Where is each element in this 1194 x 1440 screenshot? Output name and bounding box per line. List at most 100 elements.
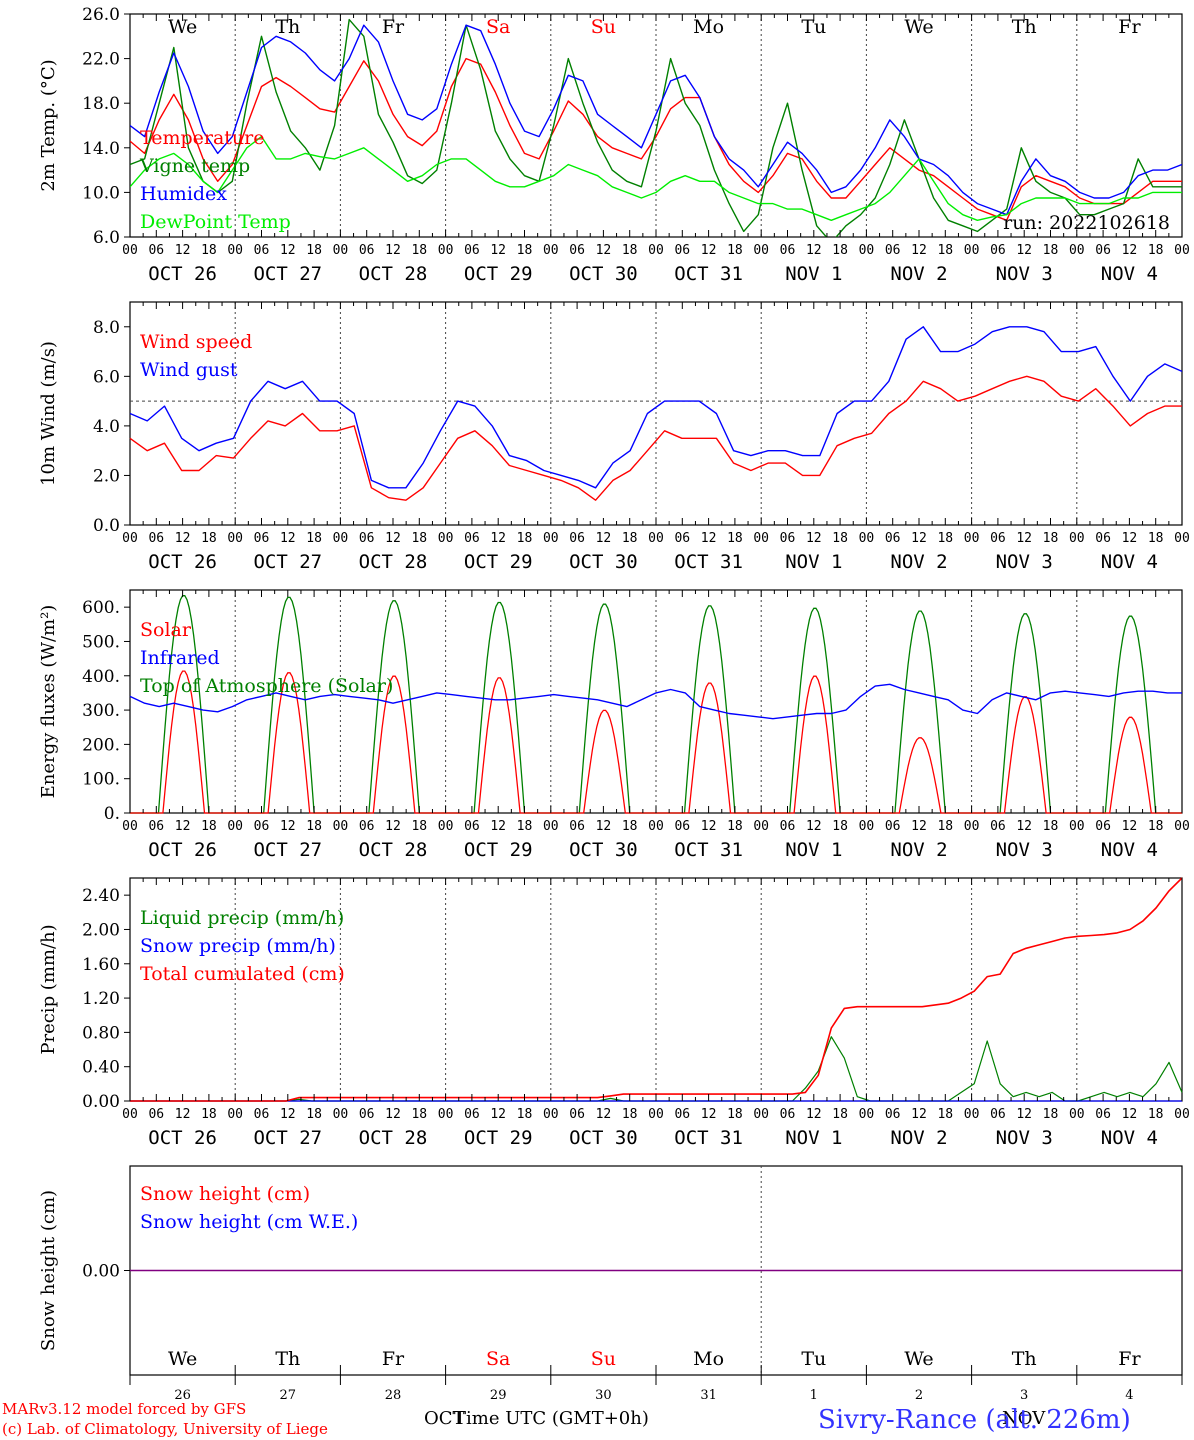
hour-tick-label: 06 <box>780 531 796 546</box>
hour-tick-label: 00 <box>964 819 980 834</box>
hour-tick-label: 12 <box>701 531 717 546</box>
hour-tick-label: 12 <box>911 819 927 834</box>
hour-tick-label: 06 <box>254 819 270 834</box>
hour-tick-label: 18 <box>622 243 638 258</box>
y-tick-label: 4.0 <box>93 417 120 437</box>
panel-wind: 10m Wind (m/s) 0.0 2.0 4.0 6.0 8.0 00 06 12 18 00 0… <box>38 301 1190 573</box>
hour-tick-label: 00 <box>227 819 243 834</box>
weekday-label: Th <box>275 1348 300 1370</box>
hour-tick-label: 12 <box>806 1107 822 1122</box>
weekday-label: Su <box>591 16 616 38</box>
date-tick-label: NOV 3 <box>996 1127 1053 1149</box>
hour-tick-label: 06 <box>990 531 1006 546</box>
hour-tick-label: 06 <box>569 819 585 834</box>
hour-tick-label: 06 <box>464 243 480 258</box>
panel-precip: Precip (mm/h) 0.00 0.40 0.80 1.20 1.60 2.00 2.4… <box>38 877 1190 1149</box>
hour-tick-label: 00 <box>964 531 980 546</box>
hour-tick-label: 06 <box>569 243 585 258</box>
weekday-label: Sa <box>486 1348 510 1370</box>
hour-tick-label: 00 <box>543 819 559 834</box>
hour-tick-label: 12 <box>1016 1107 1032 1122</box>
hour-tick-label: 00 <box>122 1107 138 1122</box>
hour-tick-label: 00 <box>648 1107 664 1122</box>
date-tick-label: NOV 2 <box>890 839 947 861</box>
hour-tick-label: 06 <box>990 243 1006 258</box>
hour-tick-label: 12 <box>911 243 927 258</box>
legend-snow-height-cm-: Snow height (cm) <box>140 1183 310 1205</box>
hour-tick-label: 00 <box>543 1107 559 1122</box>
y-tick-label: 300. <box>82 701 120 721</box>
hour-tick-label: 00 <box>1069 243 1085 258</box>
hour-tick-label: 06 <box>1095 1107 1111 1122</box>
hour-tick-label: 06 <box>990 1107 1006 1122</box>
hour-tick-label: 00 <box>333 1107 349 1122</box>
y-tick-label: 18.0 <box>82 94 120 114</box>
hour-tick-label: 12 <box>596 243 612 258</box>
panel-snow: Snow height (cm) 0.00 Snow height (cm) Snow… <box>38 1165 1183 1403</box>
y-axis-title: Snow height (cm) <box>38 1190 59 1351</box>
hour-tick-label: 12 <box>385 531 401 546</box>
hour-tick-label: 18 <box>727 1107 743 1122</box>
hour-tick-label: 12 <box>911 531 927 546</box>
hour-tick-label: 06 <box>1095 243 1111 258</box>
hour-tick-label: 06 <box>359 1107 375 1122</box>
hour-tick-label: 18 <box>1043 1107 1059 1122</box>
hour-tick-label: 06 <box>254 531 270 546</box>
hour-tick-label: 18 <box>411 243 427 258</box>
hour-tick-label: 06 <box>885 531 901 546</box>
hour-tick-label: 12 <box>490 243 506 258</box>
day-number-label: 27 <box>280 1388 297 1403</box>
hour-tick-label: 00 <box>648 531 664 546</box>
hour-tick-label: 00 <box>227 243 243 258</box>
hour-tick-label: 12 <box>596 531 612 546</box>
hour-tick-label: 06 <box>148 243 164 258</box>
hour-tick-label: 12 <box>280 1107 296 1122</box>
hour-tick-label: 06 <box>254 1107 270 1122</box>
day-number-label: 3 <box>1020 1388 1028 1403</box>
hour-tick-label: 12 <box>701 243 717 258</box>
hour-tick-label: 06 <box>885 243 901 258</box>
series-line-infrared <box>129 683 1182 720</box>
hour-tick-label: 18 <box>411 1107 427 1122</box>
hour-tick-label: 00 <box>227 1107 243 1122</box>
hour-tick-label: 12 <box>175 1107 191 1122</box>
hour-tick-label: 18 <box>201 1107 217 1122</box>
hour-tick-label: 06 <box>359 819 375 834</box>
hour-tick-label: 12 <box>385 1107 401 1122</box>
hour-tick-label: 06 <box>148 531 164 546</box>
hour-tick-label: 18 <box>937 1107 953 1122</box>
y-axis-title: Energy fluxes (W/m²) <box>38 605 59 799</box>
y-axis-title: Precip (mm/h) <box>38 924 59 1054</box>
legend-wind-speed: Wind speed <box>140 331 252 353</box>
hour-tick-label: 00 <box>1174 1107 1190 1122</box>
hour-tick-label: 18 <box>306 819 322 834</box>
hour-tick-label: 06 <box>674 1107 690 1122</box>
day-number-label: 28 <box>385 1388 402 1403</box>
hour-tick-label: 18 <box>517 531 533 546</box>
hour-tick-label: 12 <box>1122 243 1138 258</box>
hour-tick-label: 00 <box>753 531 769 546</box>
y-tick-label: 2.0 <box>93 466 120 486</box>
hour-tick-label: 06 <box>1095 819 1111 834</box>
hour-tick-label: 12 <box>596 1107 612 1122</box>
y-tick-label: 0. <box>104 804 120 824</box>
date-tick-label: NOV 3 <box>996 839 1053 861</box>
hour-tick-label: 00 <box>648 243 664 258</box>
hour-tick-label: 00 <box>964 243 980 258</box>
hour-tick-label: 18 <box>306 243 322 258</box>
weekday-label: Tu <box>801 1348 826 1370</box>
y-tick-label: 8.0 <box>93 318 120 338</box>
date-tick-label: NOV 2 <box>890 551 947 573</box>
day-number-label: 1 <box>810 1388 818 1403</box>
hour-tick-label: 18 <box>517 243 533 258</box>
hour-tick-label: 00 <box>122 243 138 258</box>
date-tick-label: NOV 2 <box>890 263 947 285</box>
date-tick-label: OCT 27 <box>253 1127 322 1149</box>
legend-wind-gust: Wind gust <box>140 359 238 381</box>
date-tick-label: OCT 31 <box>674 263 743 285</box>
hour-tick-label: 06 <box>780 243 796 258</box>
hour-tick-label: 06 <box>148 1107 164 1122</box>
weekday-label: Fr <box>382 16 405 38</box>
hour-tick-label: 12 <box>280 819 296 834</box>
